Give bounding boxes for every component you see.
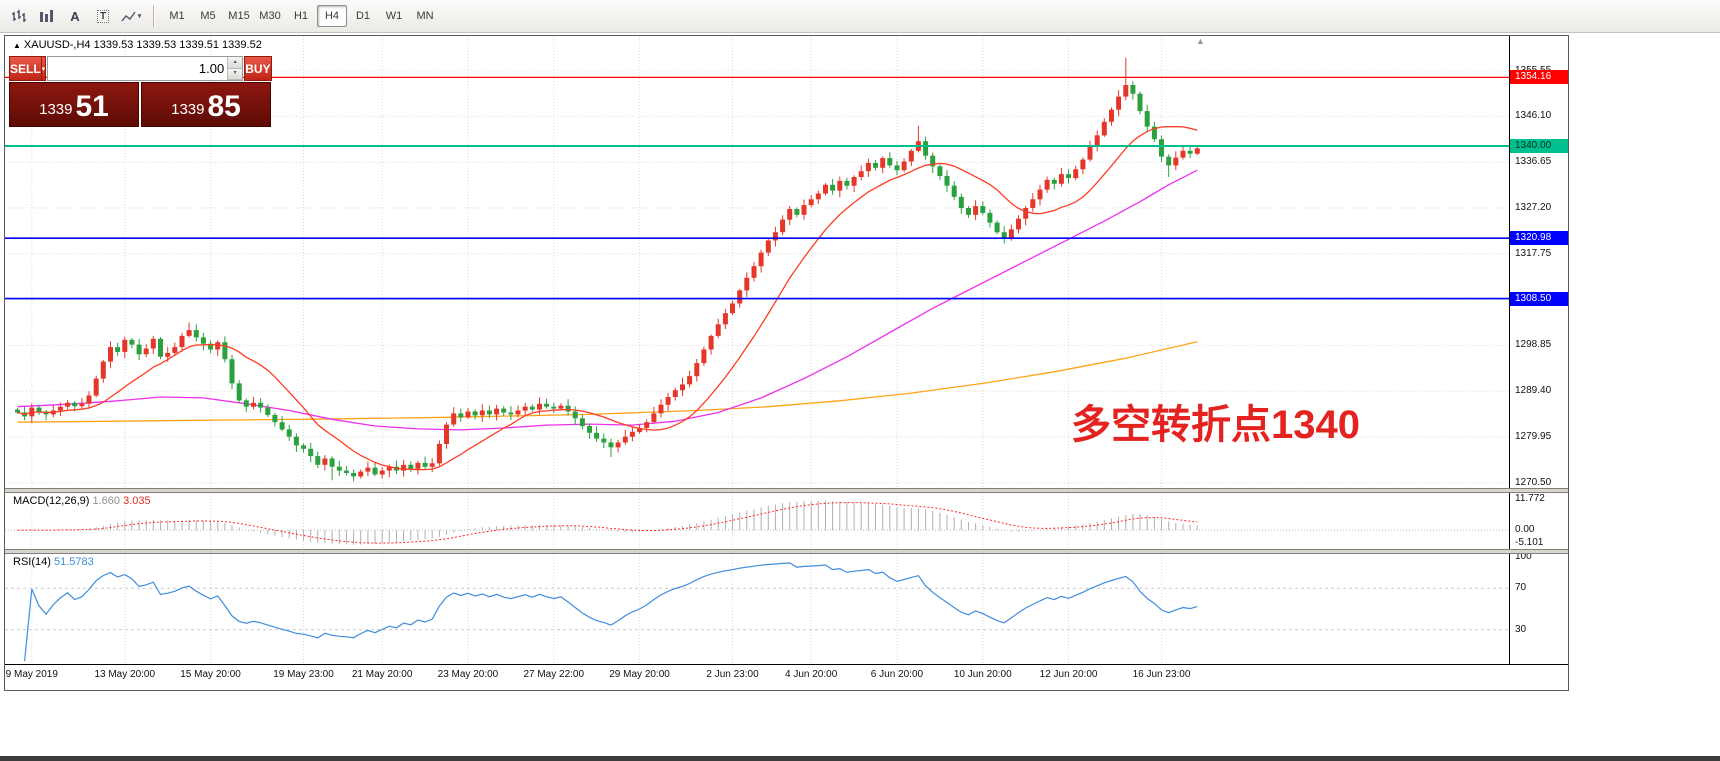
volume-input[interactable]	[48, 57, 228, 80]
time-axis[interactable]: 9 May 2019 13 May 20:00 15 May 20:00 19 May…	[5, 665, 1568, 690]
rsi-chart[interactable]	[5, 554, 1509, 664]
chart-annotation: 多空转折点1340	[1071, 403, 1360, 447]
timeframe-button-h4[interactable]: H4	[317, 5, 347, 27]
line-studies-button[interactable]: ▾	[118, 4, 144, 28]
ask-pip-digits: 85	[207, 90, 241, 123]
time-axis-label: 23 May 20:00	[437, 669, 499, 680]
chart-window: ▲ XAUUSD-,H4 1339.53 1339.53 1339.51 1339…	[4, 35, 1569, 691]
sell-button[interactable]: SELL	[9, 56, 42, 81]
ask-price[interactable]: 1339 85	[141, 82, 271, 127]
bid-main-digits: 1339	[39, 101, 73, 118]
axis-label: 100	[1515, 551, 1532, 562]
timeframe-button-m15[interactable]: M15	[224, 5, 254, 27]
caret-down-icon: ▾	[137, 13, 142, 20]
candlestick-chart[interactable]	[5, 36, 1509, 488]
axis-label: 1270.50	[1515, 476, 1552, 488]
one-click-menu-button[interactable]: ▾	[41, 56, 47, 81]
time-axis-label: 12 Jun 20:00	[1039, 669, 1098, 680]
axis-label: 11.772	[1515, 493, 1545, 504]
time-axis-label: 13 May 20:00	[94, 669, 156, 680]
main-chart-pane[interactable]: ▲ XAUUSD-,H4 1339.53 1339.53 1339.51 1339…	[5, 36, 1509, 488]
price-badge: 1308.50	[1510, 291, 1568, 306]
ohlc-text: XAUUSD-,H4 1339.53 1339.53 1339.51 1339.…	[23, 39, 262, 51]
bid-price[interactable]: 1339 51	[9, 82, 139, 127]
axis-label: 1355.55	[1510, 65, 1568, 77]
chart-shift-marker-icon[interactable]: ▲	[1196, 36, 1205, 46]
rsi-name: RSI(14)	[13, 556, 51, 568]
volume-down-button[interactable]: ▾	[228, 68, 243, 80]
bid-pip-digits: 51	[75, 90, 109, 123]
macd-chart[interactable]	[5, 493, 1509, 549]
axis-label: 1346.10	[1515, 110, 1552, 122]
timeframe-button-m1[interactable]: M1	[162, 5, 192, 27]
axis-label: 1298.85	[1515, 339, 1552, 351]
axis-label: 1327.20	[1515, 202, 1552, 214]
axis-label: 30	[1515, 623, 1527, 635]
axis-label: 1289.40	[1515, 385, 1552, 397]
label-tool-button[interactable]: T	[90, 4, 116, 28]
timeframe-button-m5[interactable]: M5	[193, 5, 223, 27]
symbol-marker-icon: ▲	[13, 41, 21, 50]
timeframe-button-d1[interactable]: D1	[348, 5, 378, 27]
axis-label: 70	[1515, 582, 1527, 594]
time-axis-line	[5, 664, 1568, 665]
price-badge: 1340.00	[1510, 139, 1568, 153]
ask-main-digits: 1339	[171, 101, 205, 118]
time-axis-label: 4 Jun 20:00	[785, 669, 838, 680]
ohlc-readout: ▲ XAUUSD-,H4 1339.53 1339.53 1339.51 1339…	[13, 39, 262, 51]
macd-label: MACD(12,26,9) 1.660 3.035	[13, 495, 151, 507]
toolbar: A T ▾ M1 M5 M15 M30 H1 H4 D1 W1 MN	[0, 0, 1720, 33]
macd-value-main: 1.660	[92, 495, 121, 507]
zigzag-icon	[121, 11, 136, 21]
volume-field: ▴ ▾	[47, 56, 244, 81]
bottom-edge	[0, 756, 1720, 761]
axis-label: 1336.65	[1515, 156, 1552, 168]
letter-t-icon: T	[96, 9, 110, 23]
time-axis-label: 9 May 2019	[5, 669, 58, 680]
time-axis-label: 19 May 23:00	[273, 669, 334, 680]
macd-value-signal: 3.035	[123, 495, 151, 507]
price-badge: 1354.16	[1510, 70, 1568, 85]
price-badge: 1320.98	[1510, 231, 1568, 246]
toolbar-separator	[153, 5, 155, 27]
pane-splitter[interactable]	[5, 549, 1568, 554]
time-axis-label: 2 Jun 23:00	[706, 669, 759, 680]
pane-splitter[interactable]	[5, 488, 1568, 493]
grid-columns-tool-button[interactable]	[34, 4, 60, 28]
macd-name: MACD(12,26,9)	[13, 495, 90, 507]
time-axis-label: 27 May 22:00	[523, 669, 585, 680]
rsi-value: 51.5783	[53, 556, 94, 568]
volume-spinner: ▴ ▾	[227, 57, 243, 80]
time-axis-label: 16 Jun 23:00	[1132, 669, 1191, 680]
timeframe-button-h1[interactable]: H1	[286, 5, 316, 27]
rsi-pane[interactable]: RSI(14) 51.5783	[5, 554, 1509, 664]
axis-label: 1279.95	[1515, 430, 1552, 442]
time-axis-label: 10 Jun 20:00	[953, 669, 1012, 680]
letter-a-icon: A	[70, 8, 80, 24]
volume-up-button[interactable]: ▴	[228, 57, 243, 69]
axis-label: 1317.75	[1515, 247, 1552, 259]
axis-label: 0.00	[1515, 524, 1535, 536]
bar-chart-tool-button[interactable]	[6, 4, 32, 28]
axis-label: -5.101	[1515, 537, 1544, 548]
timeframe-group: M1 M5 M15 M30 H1 H4 D1 W1 MN	[162, 5, 441, 27]
timeframe-button-mn[interactable]: MN	[410, 5, 440, 27]
time-axis-label: 21 May 20:00	[351, 669, 413, 680]
time-axis-label: 15 May 20:00	[180, 669, 241, 680]
ohlc-bars-icon	[12, 10, 26, 22]
text-tool-button[interactable]: A	[62, 4, 88, 28]
one-click-trading-panel: SELL ▾ ▴ ▾ BUY 1339 51	[9, 56, 272, 127]
timeframe-button-w1[interactable]: W1	[379, 5, 409, 27]
buy-button[interactable]: BUY	[244, 56, 272, 81]
rsi-label: RSI(14) 51.5783	[13, 556, 94, 568]
time-axis-label: 6 Jun 20:00	[870, 669, 924, 680]
timeframe-button-m30[interactable]: M30	[255, 5, 285, 27]
time-axis-label: 29 May 20:00	[609, 669, 670, 680]
price-axis[interactable]: 1355.55 1346.10 1336.65 1327.20 1317.75 1308.…	[1509, 36, 1568, 664]
macd-pane[interactable]: MACD(12,26,9) 1.660 3.035	[5, 493, 1509, 549]
columns-icon	[40, 10, 53, 22]
